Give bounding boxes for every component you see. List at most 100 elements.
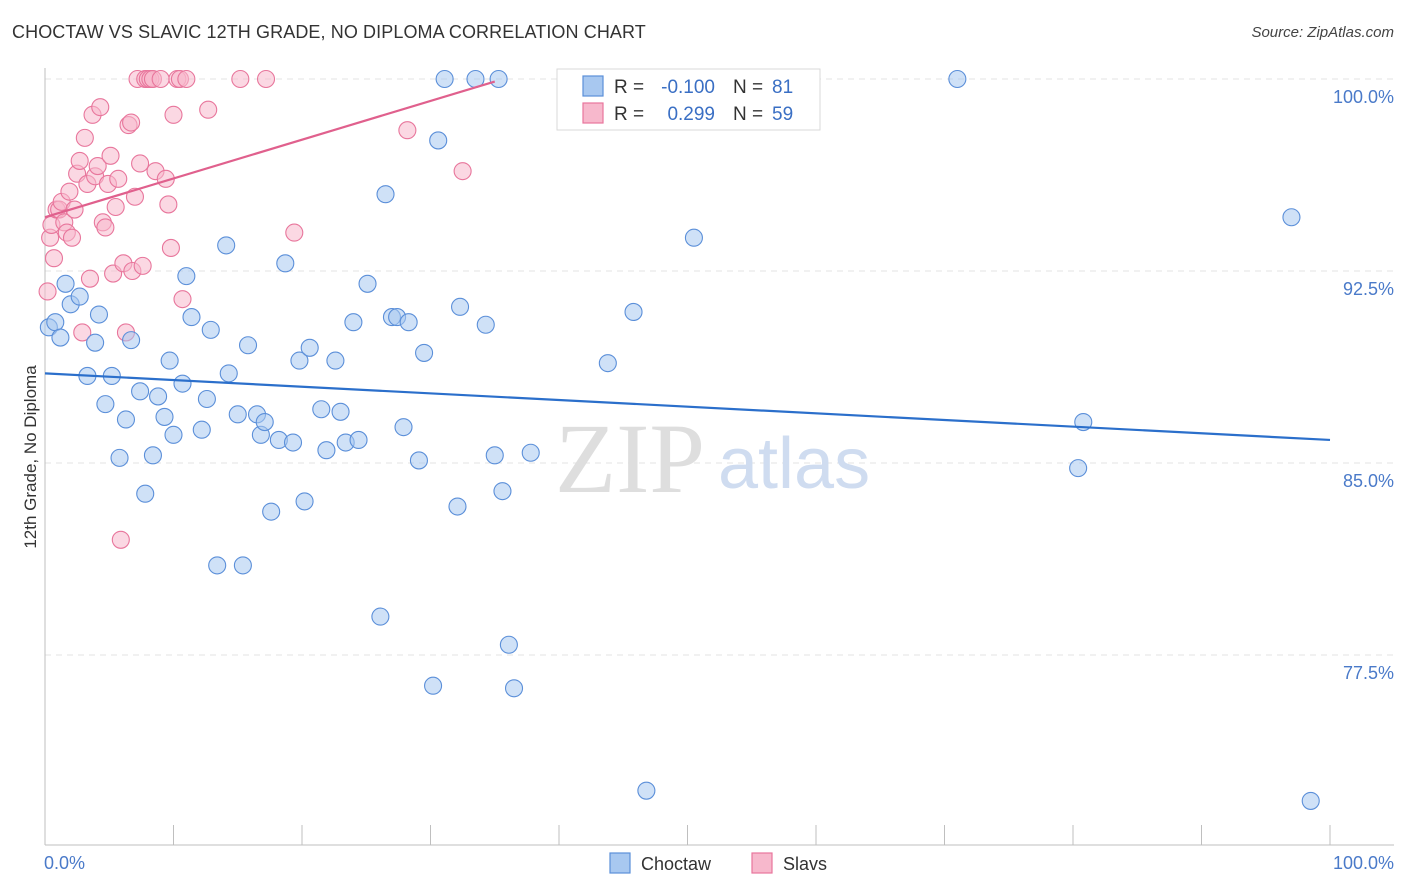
choctaw-point [312, 400, 331, 419]
choctaw-point [489, 69, 508, 89]
legend-r-value-slavs: 0.299 [667, 104, 715, 125]
y-axis-title: 12th Grade, No Diploma [21, 365, 40, 549]
x-tick-label-max: 100.0% [1333, 853, 1394, 873]
slavs-point [80, 269, 100, 288]
legend-r-label-slavs: R = [614, 104, 644, 125]
choctaw-point [197, 389, 216, 409]
slavs-point [453, 162, 472, 181]
series-legend: Choctaw Slavs [609, 852, 827, 874]
choctaw-point [122, 331, 141, 350]
choctaw-point [1069, 459, 1088, 478]
chart-source: Source: ZipAtlas.com [1251, 24, 1394, 41]
choctaw-point [415, 343, 434, 362]
choctaw-point [255, 412, 274, 432]
choctaw-point [219, 364, 238, 383]
slavs-point [106, 197, 125, 217]
choctaw-point [276, 254, 295, 273]
correlation-legend: R = -0.100 N = 81 R = 0.299 N = 59 [556, 68, 821, 131]
choctaw-point [394, 418, 413, 437]
choctaw-point [331, 402, 350, 421]
y-tick-labels: 100.0% 92.5% 85.0% 77.5% [1333, 87, 1394, 683]
choctaw-point [238, 336, 258, 355]
choctaw-point [598, 354, 617, 373]
choctaw-point [317, 441, 336, 460]
choctaw-point [217, 236, 236, 255]
choctaw-point [283, 433, 303, 452]
legend-r-value-choctaw: -0.100 [661, 77, 715, 98]
slavs-point [398, 121, 417, 140]
choctaw-point [160, 351, 179, 370]
choctaw-point [637, 781, 656, 800]
y-tick-label: 85.0% [1343, 471, 1394, 491]
choctaw-point [70, 287, 89, 306]
choctaw-point [358, 274, 377, 293]
choctaw-point [493, 482, 512, 501]
x-tick-label-min: 0.0% [44, 853, 85, 873]
slavs-point [177, 69, 196, 89]
choctaw-point [177, 267, 196, 286]
choctaw-point [435, 69, 454, 89]
choctaw-point [684, 228, 703, 247]
slavs-point [173, 290, 192, 309]
choctaw-point [136, 484, 155, 503]
legend-swatch-choctaw [582, 75, 604, 97]
slavs-point [91, 98, 110, 117]
slavs-point [159, 195, 178, 214]
slavs-point [96, 218, 115, 237]
choctaw-point [131, 382, 150, 401]
slavs-point [151, 69, 170, 89]
choctaw-point [376, 185, 395, 204]
choctaw-point [228, 405, 247, 424]
legend-n-label-choctaw: N = [733, 77, 763, 98]
watermark: ZIP atlas [555, 403, 870, 514]
choctaw-point [233, 556, 252, 575]
choctaw-point [192, 420, 211, 439]
choctaw-point [1282, 208, 1301, 227]
legend-r-label-choctaw: R = [614, 77, 644, 98]
legend-n-value-slavs: 59 [772, 104, 793, 125]
slavs-point [73, 323, 92, 342]
choctaw-point [504, 679, 524, 698]
slavs-point [38, 282, 57, 301]
slavs-point [122, 113, 141, 132]
legend-swatch-slavs [582, 102, 604, 124]
slavs-point [231, 69, 250, 89]
choctaw-point [262, 502, 281, 521]
choctaw-trend-line [44, 372, 1331, 442]
choctaw-point [295, 492, 314, 511]
choctaw-point [371, 607, 390, 626]
legend-n-label-slavs: N = [733, 104, 763, 125]
choctaw-point [46, 313, 65, 332]
y-tick-label: 77.5% [1343, 663, 1394, 683]
choctaw-point [201, 320, 220, 339]
choctaw-point [51, 328, 70, 347]
axes [44, 68, 1394, 846]
slavs-point [133, 256, 152, 275]
trend-lines [44, 80, 1331, 442]
slavs-point [256, 69, 276, 89]
slavs-point [75, 128, 94, 147]
choctaw-point [499, 635, 518, 654]
slavs-point [62, 228, 82, 247]
series-legend-swatch-choctaw [609, 852, 631, 874]
choctaw-point [173, 374, 192, 393]
series-legend-label-choctaw: Choctaw [641, 854, 712, 874]
choctaw-point [429, 131, 448, 150]
y-tick-label: 92.5% [1343, 279, 1394, 299]
slavs-point [44, 249, 64, 268]
choctaw-point [164, 425, 183, 444]
choctaw-point [424, 676, 443, 695]
watermark-atlas: atlas [718, 424, 870, 504]
choctaw-point [451, 297, 470, 316]
choctaw-point [208, 556, 227, 575]
choctaw-point [485, 446, 504, 465]
choctaw-point [149, 387, 168, 406]
choctaw-point [290, 351, 309, 370]
choctaw-point [349, 430, 368, 450]
choctaw-point [110, 448, 129, 467]
slavs-trend-line [44, 80, 496, 219]
choctaw-point [155, 407, 174, 426]
choctaw-point [948, 69, 967, 89]
choctaw-point [56, 274, 75, 293]
